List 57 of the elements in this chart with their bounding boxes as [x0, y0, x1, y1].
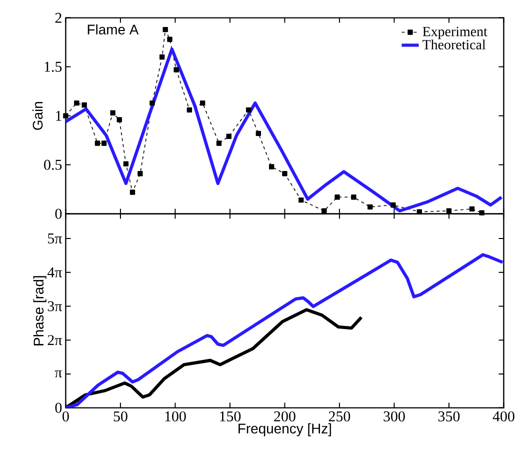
x-axis-title: Frequency [Hz] [238, 423, 331, 436]
point [368, 204, 373, 210]
line-series [66, 253, 504, 408]
point [162, 26, 168, 32]
x-tick-label: 200 [274, 411, 296, 422]
point [200, 100, 206, 106]
point [110, 110, 116, 116]
point [94, 140, 100, 146]
point [216, 140, 222, 146]
point [123, 161, 129, 166]
point [334, 194, 340, 200]
x-tick-label: 100 [165, 411, 186, 422]
point [186, 107, 192, 113]
y-tick-label: π [54, 370, 62, 378]
x-tick-label: 350 [438, 411, 460, 422]
y-tick-label: 1.5 [44, 62, 62, 72]
point [130, 190, 136, 195]
y-tick-label: 0.5 [44, 160, 62, 170]
point [298, 197, 304, 203]
point [469, 206, 475, 212]
point [167, 36, 172, 42]
point [159, 54, 165, 60]
point [246, 107, 252, 113]
point [351, 194, 356, 200]
legend-label: Theoretical [422, 40, 486, 50]
y-tick-label: 5π [48, 234, 62, 244]
point [101, 140, 107, 146]
x-tick-label: 300 [384, 411, 405, 422]
y-tick-label: 0 [55, 208, 62, 219]
point [226, 134, 232, 139]
y-tick-label: 4π [47, 267, 62, 278]
point [116, 117, 122, 122]
annotation: Flame A [88, 24, 139, 35]
point [282, 171, 288, 176]
y-tick-label: 0 [55, 402, 62, 413]
y-tick-label: 3π [48, 301, 62, 312]
y-tick-label: 1 [56, 110, 62, 121]
y-tick-label: 2 [55, 12, 62, 23]
point [150, 100, 155, 106]
y-axis-title: Phase [rad] [33, 276, 46, 346]
point [390, 202, 396, 208]
legend-label: Experiment [422, 26, 488, 40]
x-tick-label: 150 [220, 411, 241, 422]
line-series [66, 48, 504, 212]
point [82, 102, 87, 108]
x-tick-label: 250 [328, 411, 350, 422]
point [74, 100, 80, 106]
point [268, 164, 274, 170]
y-axis-title: Gain [32, 102, 43, 130]
x-tick-label: 400 [492, 411, 514, 422]
point [63, 113, 68, 118]
x-tick-label: 50 [114, 411, 128, 422]
x-tick-label: 0 [62, 411, 69, 422]
y-tick-label: 2π [48, 335, 62, 346]
point [256, 130, 262, 136]
point [138, 171, 143, 176]
point [174, 67, 179, 72]
